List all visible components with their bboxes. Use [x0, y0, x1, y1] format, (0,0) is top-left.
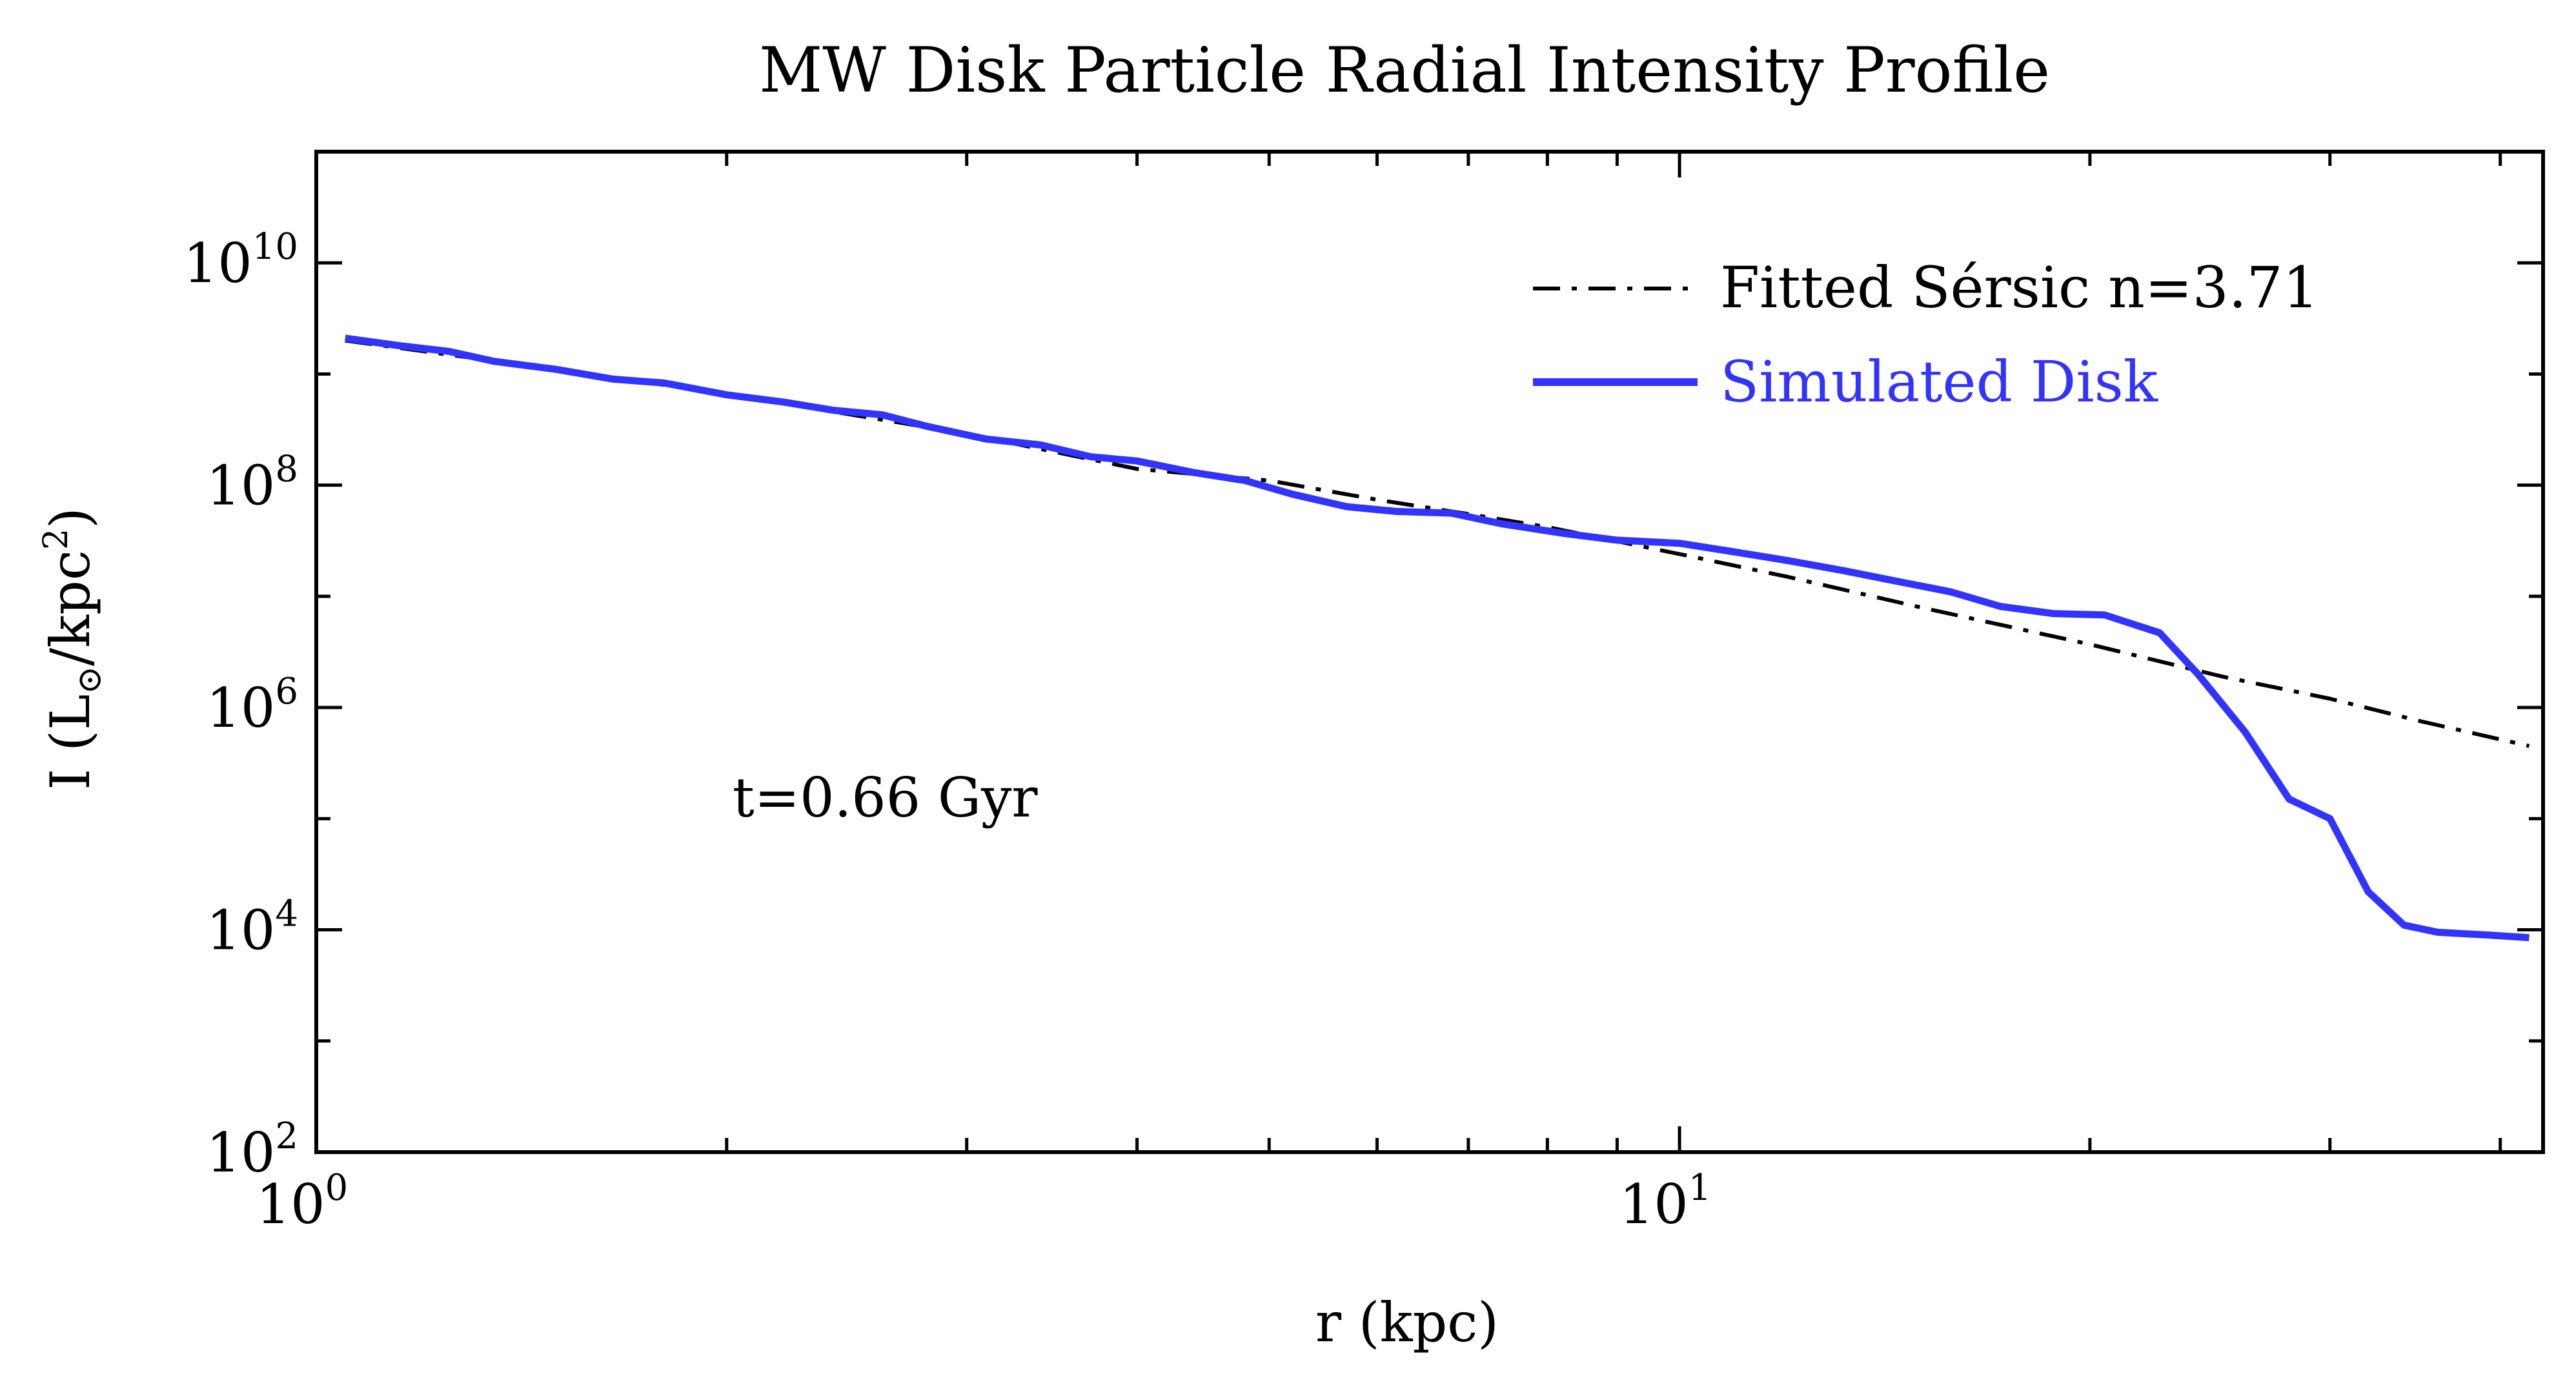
y-tick-label: 1010	[183, 226, 298, 295]
plot-frame	[314, 150, 2545, 1154]
legend: Fitted Sérsic n=3.71 Simulated Disk	[1533, 254, 2319, 415]
y-tick-label-exp: 2	[275, 1115, 298, 1157]
y-tick-label-base: 10	[206, 1121, 275, 1184]
legend-label-simulated-disk: Simulated Disk	[1720, 349, 2158, 415]
y-tick-label-exp: 10	[252, 226, 298, 268]
axis-ticks	[314, 150, 2543, 1154]
y-tick-label-exp: 4	[275, 893, 298, 935]
y-axis-label-sup: 2	[37, 529, 76, 550]
y-tick-label: 102	[206, 1115, 298, 1184]
x-tick-label-exp: 0	[325, 1167, 349, 1209]
y-axis-label-main: I (L	[39, 694, 102, 790]
y-axis-label: I (L⊙/kpc2)	[37, 507, 109, 790]
y-tick-label-base: 10	[206, 676, 275, 740]
y-tick-label-base: 10	[206, 899, 275, 962]
series-line-simulated-disk	[345, 334, 2530, 942]
y-tick-label: 104	[206, 893, 298, 962]
series-line-fitted-sersic	[345, 338, 2530, 748]
legend-label-fitted-sersic: Fitted Sérsic n=3.71	[1720, 254, 2319, 321]
x-tick-label-exp: 1	[1689, 1167, 1712, 1209]
x-axis-label: r (kpc)	[1315, 1291, 1499, 1354]
series-lines	[345, 334, 2530, 942]
y-tick-label-base: 10	[183, 232, 252, 295]
x-tick-label-base: 10	[1619, 1173, 1689, 1236]
y-tick-label-base: 10	[206, 454, 275, 518]
x-tick-label: 101	[1619, 1167, 1712, 1236]
time-annotation: t=0.66 Gyr	[733, 766, 1038, 829]
y-axis-label-sub: ⊙	[70, 666, 109, 694]
plot-area	[314, 150, 2545, 1154]
x-tick-label-base: 10	[256, 1173, 325, 1236]
x-tick-label: 100	[256, 1167, 349, 1236]
x-tick-labels: 100 101	[256, 1167, 1712, 1236]
y-tick-label: 106	[206, 671, 298, 740]
y-axis-label-mid: /kpc	[39, 550, 102, 666]
y-tick-label: 108	[206, 449, 298, 518]
y-tick-label-exp: 8	[275, 449, 298, 491]
y-tick-label-exp: 6	[275, 671, 298, 713]
chart-title: MW Disk Particle Radial Intensity Profil…	[759, 34, 2050, 106]
y-axis-label-end: )	[39, 507, 102, 529]
